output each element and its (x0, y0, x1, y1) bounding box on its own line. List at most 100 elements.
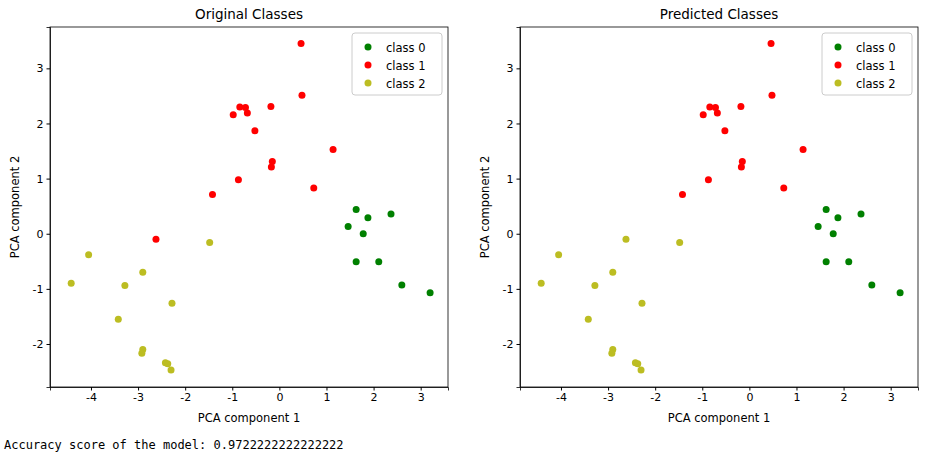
series (538, 236, 683, 374)
point (638, 300, 645, 307)
point (868, 282, 875, 289)
tick: 3 (37, 62, 51, 75)
legend-marker (365, 44, 372, 51)
tick-label: -3 (133, 391, 144, 404)
tick-mark (326, 387, 327, 391)
tick-mark (655, 387, 656, 391)
point (705, 176, 712, 183)
point (164, 360, 171, 367)
point (800, 146, 807, 153)
tick-label: -4 (86, 391, 97, 404)
tick: 2 (37, 117, 51, 130)
point (251, 127, 258, 134)
x-axis-title: PCA component 1 (668, 411, 771, 425)
legend-marker (835, 44, 842, 51)
point (768, 40, 775, 47)
legend-marker (365, 62, 372, 69)
tick-label: -1 (503, 283, 514, 296)
tick: 2 (841, 387, 848, 404)
tick-label: -2 (650, 391, 661, 404)
tick: -1 (33, 283, 50, 296)
tick-label: 3 (888, 391, 895, 404)
tick-mark (561, 387, 562, 391)
tick-mark (796, 387, 797, 391)
point (555, 251, 562, 258)
panel: -4-3-2-10123-2-10123Original ClassesPCA … (8, 6, 449, 425)
tick-label: 3 (37, 62, 44, 75)
tick-label: 0 (276, 391, 283, 404)
legend-entry: class 1 (365, 59, 426, 73)
point (737, 103, 744, 110)
point (330, 146, 337, 153)
tick-label: -2 (180, 391, 191, 404)
y-axis-title: PCA component 2 (478, 156, 492, 259)
point (139, 269, 146, 276)
y-axis-title: PCA component 2 (8, 156, 22, 259)
legend-box (822, 33, 912, 95)
tick-label: 1 (323, 391, 330, 404)
point (830, 230, 837, 237)
point (845, 258, 852, 265)
tick-label: 1 (793, 391, 800, 404)
tick: 3 (418, 387, 425, 404)
point (298, 40, 305, 47)
point (721, 127, 728, 134)
tick-label: -1 (227, 391, 238, 404)
point (310, 184, 317, 191)
tick-mark (185, 387, 186, 391)
point (591, 282, 598, 289)
point (676, 239, 683, 246)
point (268, 164, 275, 171)
axis-line (47, 28, 51, 388)
tick: -1 (503, 283, 520, 296)
tick: -2 (33, 338, 50, 351)
tick: -1 (697, 387, 708, 404)
tick: 0 (746, 387, 753, 404)
tick-label: 2 (371, 391, 378, 404)
point (834, 214, 841, 221)
point (585, 316, 592, 323)
tick-mark (608, 387, 609, 391)
point (138, 350, 145, 357)
point (121, 282, 128, 289)
tick: -4 (86, 387, 97, 404)
panel: -4-3-2-10123-2-10123Predicted ClassesPCA… (478, 6, 919, 425)
tick-mark (702, 387, 703, 391)
tick-label: 0 (746, 391, 753, 404)
title: Original Classes (195, 6, 303, 22)
figure: -4 -3 -2 -1 0 1 2 3 -2 -1 0 1 2 3 Original Classes PCA … (0, 0, 936, 454)
tick-mark (232, 387, 233, 391)
legend-entry: class 1 (835, 59, 896, 73)
frame (50, 27, 448, 387)
tick-label: 2 (841, 391, 848, 404)
x-axis-title: PCA component 1 (198, 411, 301, 425)
axis-line (521, 388, 919, 391)
point (206, 239, 213, 246)
point (168, 366, 175, 373)
tick-label: -1 (697, 391, 708, 404)
point (345, 223, 352, 230)
tick-label: -4 (556, 391, 567, 404)
tick-mark (47, 344, 51, 345)
tick: -4 (556, 387, 567, 404)
tick: 0 (276, 387, 283, 404)
tick-mark (279, 387, 280, 391)
legend-entry: class 0 (365, 41, 426, 55)
tick-label: 1 (37, 173, 44, 186)
frame (520, 27, 918, 387)
legend-marker (835, 80, 842, 87)
tick-mark (47, 123, 51, 124)
axis-line (517, 28, 521, 388)
legend: class 0class 1class 2 (822, 33, 912, 95)
y-axis: -2-10123 (503, 28, 521, 388)
tick: -2 (180, 387, 191, 404)
x-axis: -4 -3 -2 -1 0 1 2 3 (51, 387, 449, 404)
legend-box (352, 33, 442, 95)
tick: 1 (507, 173, 521, 186)
axis-line (51, 388, 449, 391)
tick-label: 2 (507, 117, 514, 130)
legend-label: class 1 (386, 59, 426, 73)
tick: -3 (133, 387, 144, 404)
point (267, 103, 274, 110)
point (714, 110, 721, 117)
